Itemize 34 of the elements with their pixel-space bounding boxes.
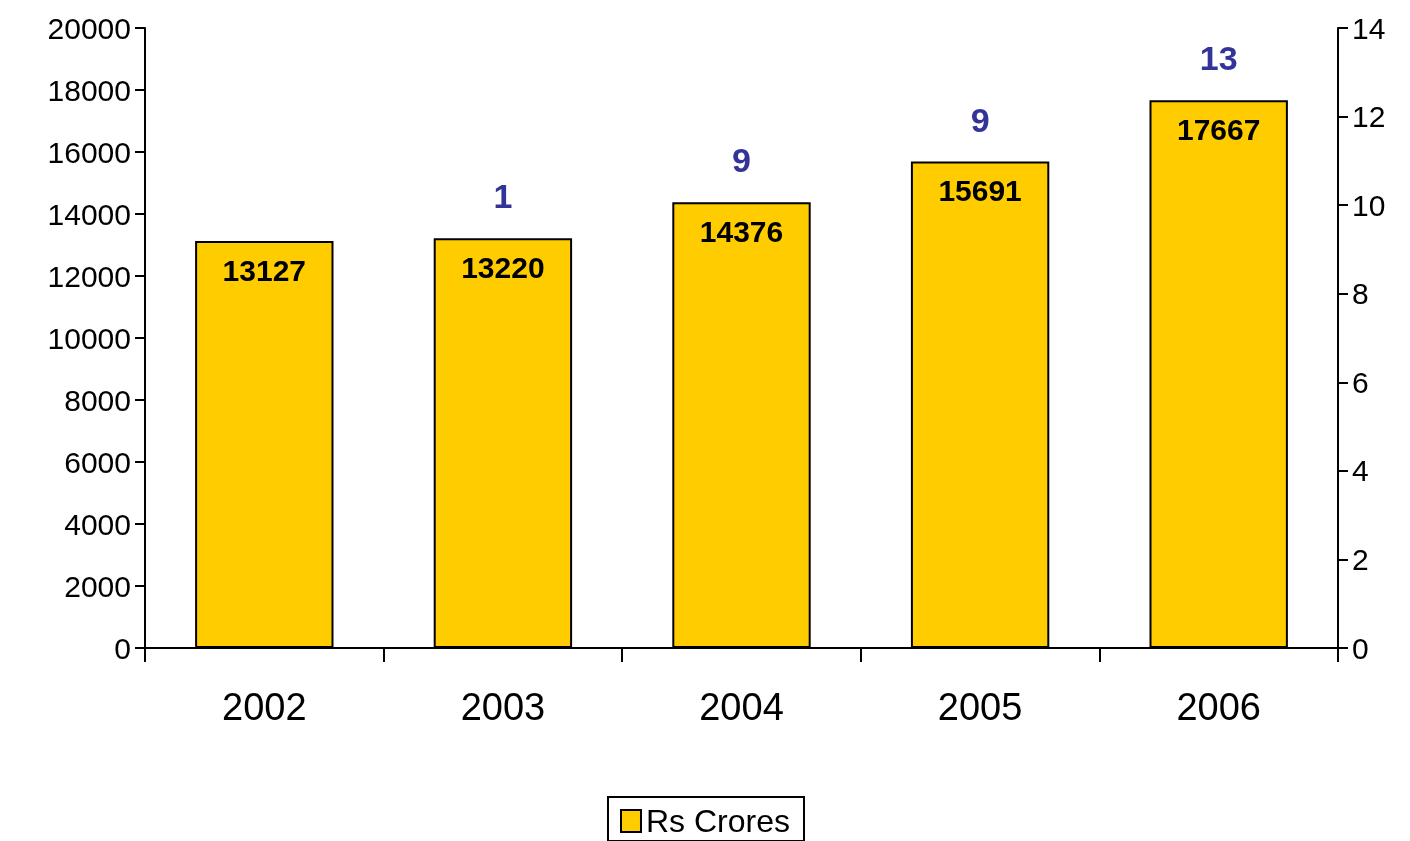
annotation: 13 [1199,39,1238,78]
x-tick-label: 2006 [1176,686,1261,728]
annotation: 9 [970,100,990,139]
data-label: 15691 [938,174,1022,208]
data-label: 13220 [461,250,545,284]
legend-label: Rs Crores [645,803,791,839]
y-tick-label: 8000 [64,383,131,417]
y-tick-label: 4000 [64,507,131,541]
y2-tick-label: 6 [1352,365,1369,399]
y2-tick-label: 12 [1352,100,1386,134]
y2-tick-label: 2 [1352,542,1369,576]
y-tick-label: 10000 [47,321,131,355]
y2-tick-label: 0 [1352,631,1369,665]
y-tick-label: 2000 [64,569,131,603]
annotation: 9 [732,141,751,180]
y-tick-label: 12000 [47,259,131,293]
x-tick-label: 2002 [222,686,307,728]
y-tick-label: 18000 [47,73,131,107]
y-tick-label: 14000 [47,197,131,231]
x-tick-label: 2005 [937,686,1023,728]
y2-tick-label: 8 [1352,277,1369,311]
y-tick-label: 16000 [47,135,131,169]
annotation: 1 [493,177,513,216]
y2-tick-label: 4 [1352,454,1369,488]
data-label: 17667 [1176,112,1261,146]
y2-tick-label: 14 [1352,11,1386,45]
y2-tick-label: 10 [1352,188,1386,222]
data-label: 14376 [699,214,784,248]
x-tick-label: 2003 [460,686,546,728]
data-label: 13127 [222,253,307,287]
y-tick-label: 0 [114,631,131,665]
y-tick-label: 20000 [47,11,131,45]
y-tick-label: 6000 [64,445,131,479]
x-tick-label: 2004 [699,686,784,728]
